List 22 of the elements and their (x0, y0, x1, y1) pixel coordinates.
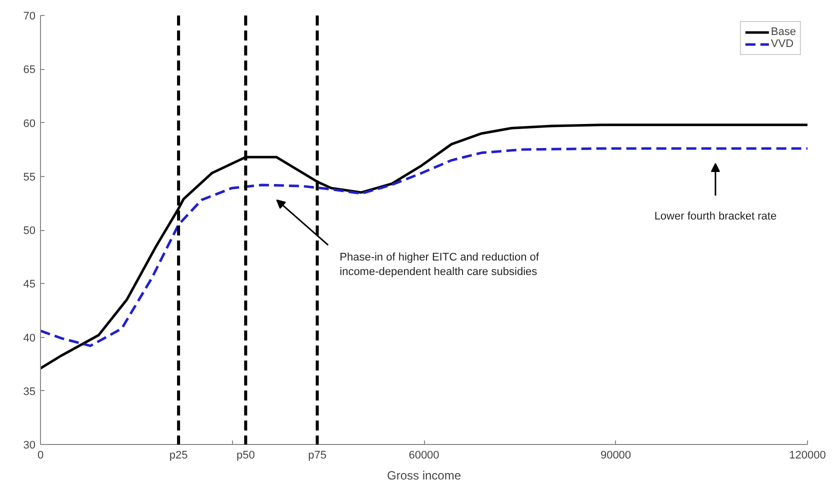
x-tick-label: p75 (308, 450, 326, 462)
y-tick-label: 45 (23, 278, 36, 291)
y-tick-label: 70 (23, 10, 36, 22)
y-tick-label: 60 (23, 118, 36, 130)
x-tick-label: 120000 (789, 450, 826, 462)
legend-label: VVD (770, 38, 794, 50)
annotation: Phase-in of higher EITC and reduction of income-dependent health care subsidies (340, 251, 540, 278)
annotation: Lower fourth bracket rate (654, 210, 777, 223)
y-tick-label: 40 (23, 332, 36, 344)
y-tick-label: 30 (23, 440, 36, 452)
y-tick-label: 50 (23, 225, 36, 237)
x-tick-label: 90000 (600, 450, 632, 462)
x-axis-title: Gross income (386, 468, 462, 482)
x-tick-label: 0 (37, 450, 44, 462)
y-tick-label: 35 (23, 386, 36, 398)
y-tick-label: 55 (23, 171, 36, 184)
legend-label: Base (770, 26, 796, 38)
y-tick-label: 65 (23, 64, 36, 76)
x-tick-label: p50 (236, 450, 255, 462)
x-tick-label: p25 (169, 450, 188, 462)
line-series (40, 147, 808, 348)
x-tick-label: 60000 (408, 450, 440, 462)
